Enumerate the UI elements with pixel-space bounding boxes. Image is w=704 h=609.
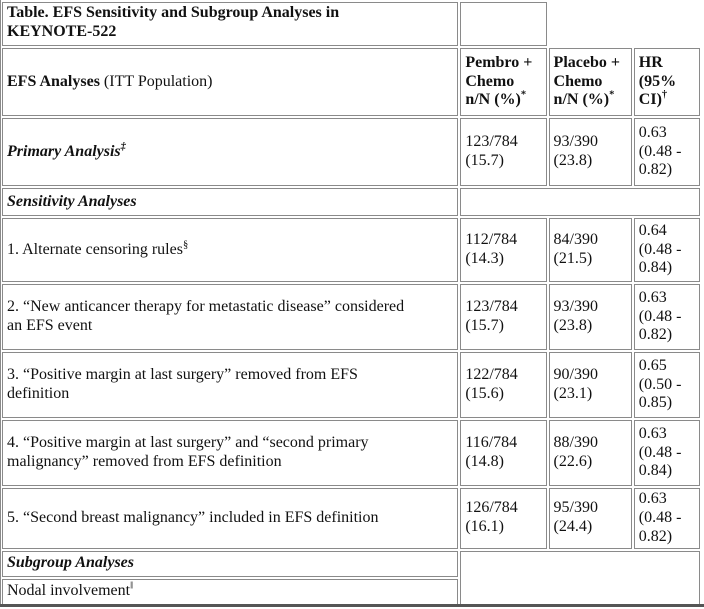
pembro-value-cell: 126/784 (16.1) — [460, 488, 547, 549]
hr-value-cell: 0.64 (0.48 - 0.84) — [633, 218, 700, 282]
placebo-value-cell: 84/390 (21.5) — [548, 218, 632, 282]
pembro-value-cell: 123/784 (15.7) — [460, 118, 547, 186]
hr-value-cell: 0.65 (0.50 - 0.85) — [633, 352, 700, 418]
table-outer-left-border — [0, 0, 1, 605]
section-subgroup-analyses: Subgroup Analyses — [2, 550, 700, 605]
section-sign-footnote-marker: § — [182, 239, 189, 251]
placebo-value-cell: 95/390 (24.4) — [548, 488, 632, 549]
hr-value-cell: 0.63 (0.48 - 0.84) — [633, 420, 700, 486]
header-hazard-ratio: HR (95% CI)† — [633, 48, 700, 116]
section-sensitivity-analyses: Sensitivity Analyses — [2, 188, 700, 216]
section-label-cell: Sensitivity Analyses — [2, 188, 459, 216]
title-empty-cell — [460, 2, 547, 46]
row-primary-analysis: Primary Analysis‡ 123/784 (15.7) 93/390 … — [2, 118, 700, 186]
row-label-cell: 5. “Second breast malignancy” included i… — [2, 488, 459, 549]
header-pembro-chemo: Pembro + Chemo n/N (%)* — [460, 48, 547, 116]
title-row: Table. EFS Sensitivity and Subgroup Anal… — [2, 2, 700, 46]
table-title-cell: Table. EFS Sensitivity and Subgroup Anal… — [2, 2, 459, 46]
title-gap — [634, 2, 700, 46]
row-label-cell: Primary Analysis‡ — [2, 118, 459, 186]
hr-value-cell: 0.63 (0.48 - 0.82) — [633, 284, 700, 350]
placebo-value-cell: 93/390 (23.8) — [548, 284, 632, 350]
table-title: Table. EFS Sensitivity and Subgroup Anal… — [7, 4, 340, 40]
section-label-cell: Subgroup Analyses — [2, 550, 459, 577]
row-label-cell: 2. “New anticancer therapy for metastati… — [2, 284, 459, 350]
placebo-value-cell: 93/390 (23.8) — [548, 118, 632, 186]
row-label-cell: 1. Alternate censoring rules§ — [2, 218, 459, 282]
row-new-anticancer-therapy: 2. “New anticancer therapy for metastati… — [2, 284, 700, 350]
double-bar-footnote-marker: ‖ — [130, 580, 134, 592]
subgroup-empty-cell — [460, 550, 700, 605]
header-efs-analyses-bold: EFS Analyses — [7, 72, 100, 90]
hr-value-cell: 0.63 (0.48 - 0.82) — [633, 488, 700, 549]
pembro-value-cell: 122/784 (15.6) — [460, 352, 547, 418]
header-efs-analyses-rest: (ITT Population) — [99, 72, 213, 90]
row-nodal-involvement: Nodal involvement‖ — [2, 578, 700, 605]
placebo-value-cell: 88/390 (22.6) — [548, 420, 632, 486]
asterisk-footnote-marker: * — [609, 90, 615, 102]
row-positive-margin-second-primary: 4. “Positive margin at last surgery” and… — [2, 420, 700, 486]
table-outer-bottom-border — [0, 604, 704, 607]
hr-value-cell: 0.63 (0.48 - 0.82) — [633, 118, 700, 186]
pembro-value-cell: 123/784 (15.7) — [460, 284, 547, 350]
asterisk-footnote-marker: * — [520, 90, 527, 102]
section-empty-cell — [460, 188, 700, 216]
row-label-cell: Nodal involvement‖ — [2, 578, 459, 605]
header-placebo-chemo: Placebo + Chemo n/N (%)* — [548, 48, 632, 116]
row-second-breast-malignancy: 5. “Second breast malignancy” included i… — [2, 488, 700, 549]
placebo-value-cell: 90/390 (23.1) — [548, 352, 632, 418]
header-efs-analyses: EFS Analyses (ITT Population) — [2, 48, 459, 116]
row-label-cell: 4. “Positive margin at last surgery” and… — [2, 420, 459, 486]
row-label-cell: 3. “Positive margin at last surgery” rem… — [2, 352, 459, 418]
header-row: EFS Analyses (ITT Population) Pembro + C… — [2, 48, 700, 116]
pembro-value-cell: 112/784 (14.3) — [460, 218, 547, 282]
row-positive-margin-removed: 3. “Positive margin at last surgery” rem… — [2, 352, 700, 418]
title-gap — [549, 2, 632, 46]
dagger-footnote-marker: † — [661, 90, 668, 102]
pembro-value-cell: 116/784 (14.8) — [460, 420, 547, 486]
double-dagger-footnote-marker: ‡ — [120, 141, 126, 153]
row-alternate-censoring: 1. Alternate censoring rules§ 112/784 (1… — [2, 218, 700, 282]
